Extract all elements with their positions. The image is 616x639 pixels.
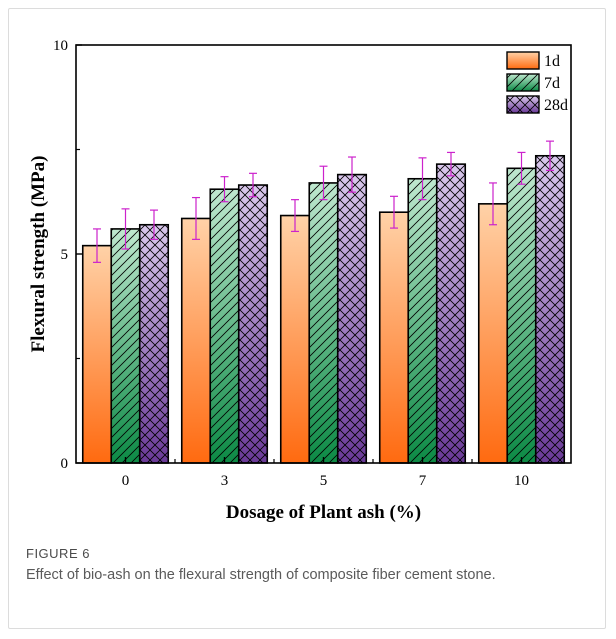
bar-1d-3 (181, 218, 211, 463)
y-tick-label: 5 (61, 247, 69, 263)
flexural-strength-chart: 0 5 10 0 3 5 7 10 Flexural strength (MPa) Dosa… (28, 38, 572, 523)
bar-hatch (238, 185, 268, 463)
bar-hatch (507, 168, 536, 463)
legend: 1d 7d 28d (506, 51, 568, 114)
x-tick-label: 3 (221, 473, 229, 489)
legend-swatch-outline (506, 95, 540, 114)
bar-hatch (436, 164, 466, 463)
legend-label-7d: 7d (544, 75, 560, 92)
figure-caption: Effect of bio-ash on the flexural streng… (26, 567, 496, 583)
bars-layer (81, 154, 566, 464)
legend-swatch-1d (507, 52, 539, 69)
bar-hatch (535, 155, 565, 463)
bar-hatch (408, 178, 437, 463)
x-tick-label: 7 (419, 473, 427, 489)
y-axis-ticks: 0 5 10 (53, 38, 82, 472)
legend-label-28d: 28d (544, 97, 568, 114)
legend-swatch-outline (506, 51, 540, 70)
bar-1d-5 (280, 215, 310, 463)
y-axis-label: Flexural strength (MPa) (28, 156, 49, 353)
x-axis-ticks: 0 3 5 7 10 (122, 457, 529, 489)
bar-hatch (337, 174, 367, 463)
figure-frame (8, 8, 606, 629)
x-tick-label: 0 (122, 473, 130, 489)
y-tick-label: 0 (61, 456, 69, 472)
bar-hatch (210, 189, 239, 463)
legend-swatch-outline (506, 73, 540, 92)
bar-hatch (139, 224, 169, 463)
bar-1d-0 (82, 245, 112, 463)
legend-swatch-hatch (507, 96, 539, 113)
y-tick-label: 10 (53, 38, 68, 54)
figure-label: FIGURE 6 (26, 546, 90, 561)
legend-swatch-hatch (507, 74, 539, 91)
bar-hatch (309, 182, 338, 463)
bar-hatch (111, 228, 140, 463)
x-axis-label: Dosage of Plant ash (%) (226, 502, 421, 523)
error-bars-layer (93, 140, 554, 263)
bar-1d-10 (478, 203, 508, 463)
legend-label-1d: 1d (544, 53, 560, 70)
x-tick-label: 5 (320, 473, 328, 489)
bar-1d-7 (379, 212, 409, 463)
x-tick-label: 10 (514, 473, 529, 489)
